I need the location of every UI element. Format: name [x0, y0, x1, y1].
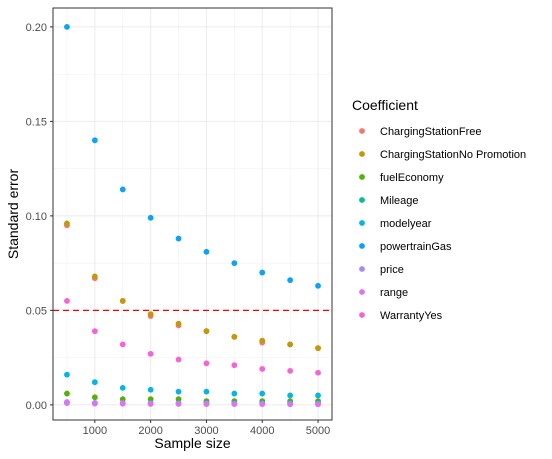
point-warrantyyes — [119, 341, 126, 348]
legend-label: fuelEconomy — [380, 172, 444, 184]
point-warrantyyes — [175, 356, 182, 363]
point-chargingstationno-promotion — [231, 333, 238, 340]
point-range — [231, 401, 238, 408]
y-axis-title: Standard error — [5, 169, 21, 260]
point-powertraingas — [175, 235, 182, 242]
point-powertraingas — [259, 269, 266, 276]
point-warrantyyes — [64, 298, 70, 304]
point-range — [315, 401, 321, 408]
data-points — [64, 23, 321, 408]
grid-minor — [53, 8, 332, 420]
point-modelyear — [147, 386, 154, 393]
y-axis: 0.00 0.05 0.10 0.15 0.20 — [26, 22, 53, 412]
point-warrantyyes — [259, 366, 266, 372]
point-warrantyyes — [203, 360, 210, 367]
x-tick-label: 3000 — [194, 425, 218, 437]
point-warrantyyes — [91, 328, 98, 335]
point-range — [147, 401, 154, 407]
panel-background — [53, 8, 332, 420]
y-tick-label: 0.00 — [26, 400, 47, 412]
point-modelyear — [119, 384, 126, 391]
legend-key — [359, 243, 365, 249]
y-tick-label: 0.20 — [26, 22, 47, 34]
point-modelyear — [203, 388, 210, 395]
point-warrantyyes — [287, 367, 294, 374]
legend-label: range — [380, 287, 408, 299]
legend-label: price — [380, 264, 404, 276]
point-powertraingas — [91, 137, 98, 144]
y-tick-label: 0.10 — [26, 211, 47, 223]
point-chargingstationno-promotion — [119, 298, 126, 304]
point-range — [287, 401, 294, 408]
x-tick-label: 1000 — [83, 425, 107, 437]
point-powertraingas — [315, 282, 321, 289]
legend-key — [359, 151, 365, 157]
point-modelyear — [315, 392, 321, 399]
point-range — [91, 400, 98, 407]
legend-label: WarrantyYes — [380, 310, 443, 322]
point-powertraingas — [231, 260, 238, 267]
point-chargingstationno-promotion — [203, 328, 210, 335]
point-chargingstationno-promotion — [147, 311, 154, 318]
legend-key — [359, 174, 365, 180]
point-range — [119, 400, 126, 407]
legend-key — [359, 220, 365, 226]
x-tick-label: 5000 — [306, 425, 330, 437]
point-range — [175, 401, 182, 407]
point-modelyear — [287, 392, 294, 399]
legend-key — [359, 312, 365, 318]
point-fueleconomy — [64, 390, 70, 397]
legend: Coefficient ChargingStationFree ChargingS… — [352, 97, 526, 322]
point-powertraingas — [203, 248, 210, 255]
x-tick-label: 2000 — [138, 425, 162, 437]
point-fueleconomy — [91, 394, 98, 401]
x-tick-label: 4000 — [250, 425, 274, 437]
point-chargingstationno-promotion — [64, 220, 70, 227]
legend-key — [359, 266, 365, 272]
legend-title: Coefficient — [352, 97, 418, 113]
point-warrantyyes — [231, 362, 238, 369]
point-chargingstationno-promotion — [175, 320, 182, 327]
point-modelyear — [175, 388, 182, 395]
point-modelyear — [231, 390, 238, 397]
legend-label: ChargingStationFree — [380, 126, 482, 138]
point-warrantyyes — [147, 350, 154, 357]
legend-key — [359, 197, 365, 203]
y-tick-label: 0.05 — [26, 305, 47, 317]
point-chargingstationno-promotion — [259, 337, 266, 344]
legend-label: ChargingStationNo Promotion — [380, 149, 526, 161]
point-modelyear — [259, 390, 266, 397]
legend-label: powertrainGas — [380, 241, 452, 253]
x-axis: 1000 2000 3000 4000 5000 — [83, 420, 330, 437]
point-range — [203, 401, 210, 408]
point-range — [259, 401, 266, 408]
legend-key — [359, 289, 365, 295]
point-powertraingas — [147, 214, 154, 221]
legend-label: modelyear — [380, 218, 432, 230]
point-powertraingas — [287, 277, 294, 284]
point-range — [64, 400, 70, 406]
point-powertraingas — [119, 186, 126, 193]
point-powertraingas — [64, 23, 70, 30]
legend-key — [359, 128, 365, 134]
point-modelyear — [64, 371, 70, 378]
panel-border — [52, 7, 333, 421]
legend-label: Mileage — [380, 195, 419, 207]
point-warrantyyes — [315, 369, 321, 376]
x-axis-title: Sample size — [154, 435, 230, 451]
point-modelyear — [91, 379, 98, 386]
point-chargingstationno-promotion — [91, 273, 98, 280]
point-chargingstationno-promotion — [315, 345, 321, 352]
point-chargingstationno-promotion — [287, 341, 294, 348]
y-tick-label: 0.15 — [26, 116, 47, 128]
